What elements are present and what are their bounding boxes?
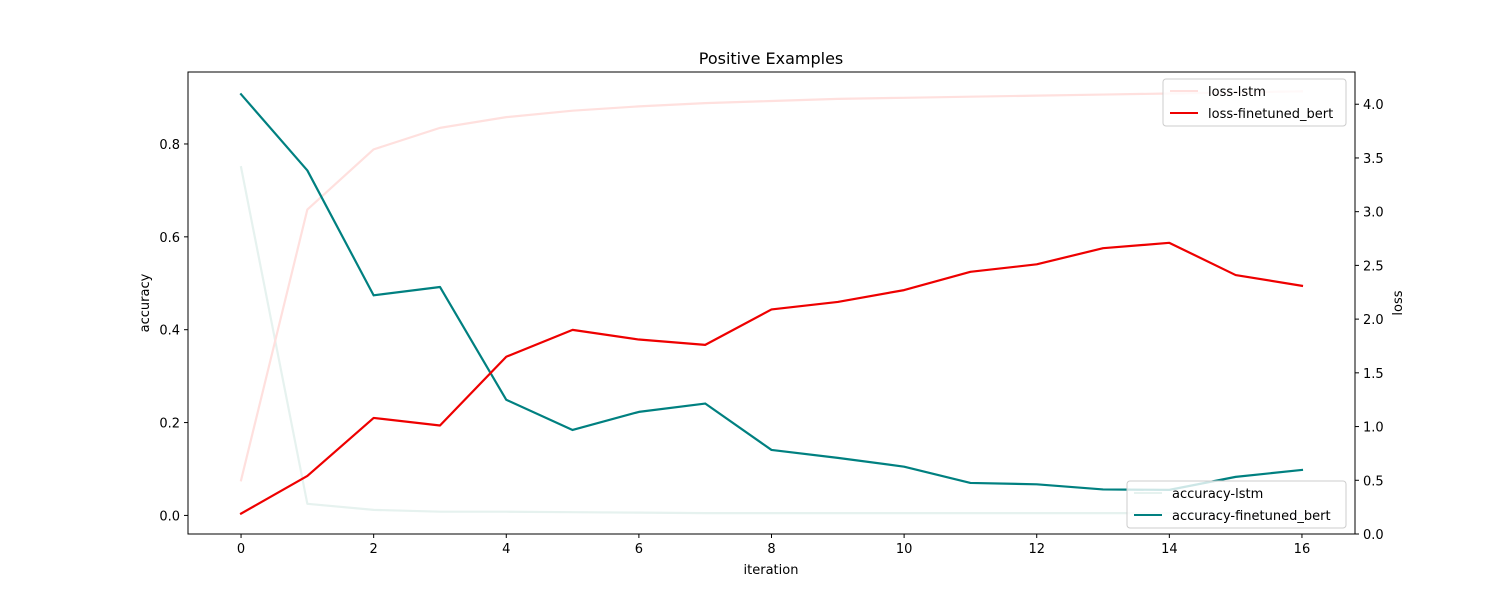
y-right-tick-label: 2.5 [1363,259,1384,274]
y-right-tick-label: 2.0 [1363,313,1384,328]
x-tick-label: 0 [237,542,245,557]
chart-title: Positive Examples [699,49,844,68]
y-right-tick-label: 3.0 [1363,206,1384,221]
x-tick-label: 14 [1161,542,1178,557]
series-line-loss-finetuned-bert [239,241,1304,516]
legend-loss-bert-label: loss-finetuned_bert [1208,107,1333,122]
y-right-axis-label: loss [1391,290,1406,315]
legend-loss: loss-lstm loss-finetuned_bert [1162,78,1347,127]
x-tick-label: 8 [767,542,775,557]
y-right-tick-label: 0.0 [1363,528,1384,543]
x-tick-label: 10 [896,542,913,557]
x-axis-ticks: 0 2 4 6 8 10 12 14 16 [237,534,1310,557]
y-tick-label: 0.8 [159,138,180,153]
plot-area [188,72,1355,534]
legend-loss-box [1162,78,1347,127]
y-right-tick-label: 1.0 [1363,421,1384,436]
y-tick-label: 0.6 [159,231,180,246]
series-line-loss-lstm [239,90,1304,482]
y-right-tick-label: 0.5 [1363,474,1384,489]
y-right-tick-label: 3.5 [1363,152,1384,167]
x-tick-label: 12 [1028,542,1045,557]
series-line-accuracy-finetuned-bert [239,92,1304,491]
x-tick-label: 4 [502,542,510,557]
y-axis-ticks: 0.0 0.2 0.4 0.6 0.8 [159,138,188,524]
series-line-accuracy-lstm [239,165,1304,515]
y-tick-label: 0.0 [159,509,180,524]
x-tick-label: 6 [635,542,643,557]
legend-loss-lstm-label: loss-lstm [1208,85,1266,100]
y-tick-label: 0.2 [159,417,180,432]
legend-accuracy-bert-label: accuracy-finetuned_bert [1172,509,1331,524]
y-axis-label: accuracy [138,273,153,332]
series-lines [239,90,1304,516]
legend-accuracy-lstm-label: accuracy-lstm [1172,487,1263,502]
x-tick-label: 2 [370,542,378,557]
y-right-tick-label: 1.5 [1363,367,1384,382]
y-tick-label: 0.4 [159,324,180,339]
y-right-tick-label: 4.0 [1363,98,1384,113]
y-right-axis-ticks: 0.0 0.5 1.0 1.5 2.0 2.5 3.0 3.5 4.0 [1355,98,1384,543]
legend-accuracy-box [1126,480,1347,529]
legend-accuracy: accuracy-lstm accuracy-finetuned_bert [1126,480,1347,529]
x-tick-label: 16 [1294,542,1311,557]
x-axis-label: iteration [744,563,799,578]
